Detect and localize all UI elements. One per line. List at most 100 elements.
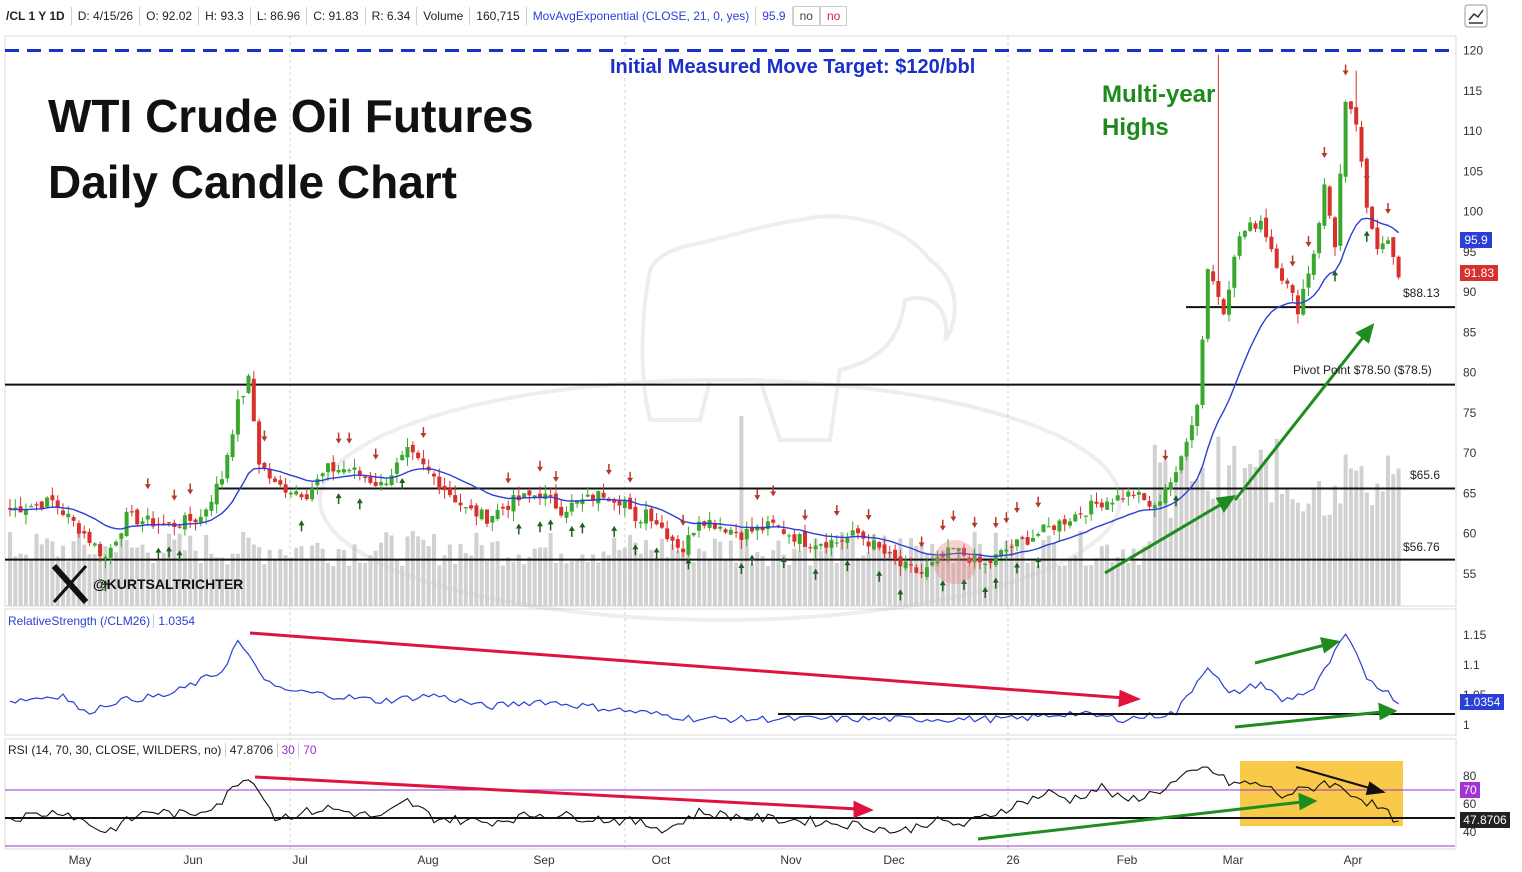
- candle-body: [803, 531, 807, 547]
- volume-bar: [76, 532, 81, 606]
- symbol-label[interactable]: /CL 1 Y 1D: [0, 7, 72, 25]
- candle: [681, 540, 686, 558]
- volume-bar: [188, 535, 193, 606]
- candle-body: [1147, 500, 1152, 507]
- candle-body: [1311, 253, 1316, 275]
- price-tick-label: 100: [1463, 205, 1483, 219]
- ema-price-tag: 95.9: [1460, 232, 1492, 248]
- study-toggle-a[interactable]: no: [792, 6, 820, 26]
- volume-bar: [803, 546, 807, 606]
- candle-body: [1364, 158, 1369, 208]
- rsi-param-30: 30: [276, 743, 295, 757]
- volume-bar: [564, 563, 569, 606]
- candle-body: [82, 531, 87, 534]
- candle: [1015, 539, 1019, 552]
- volume-bar: [1126, 562, 1131, 606]
- candle-body: [914, 567, 919, 573]
- volume-bar: [1375, 483, 1380, 606]
- candle-body: [400, 454, 405, 461]
- candle-body: [834, 542, 839, 544]
- volume-bar: [1062, 565, 1067, 606]
- candle: [1115, 487, 1120, 502]
- date-label: D: 4/15/26: [72, 7, 141, 25]
- volume-bar: [601, 551, 606, 606]
- candle-body: [909, 564, 913, 566]
- volume-bar: [1105, 544, 1110, 606]
- candle-body: [76, 523, 81, 534]
- volume-bar: [1200, 467, 1205, 606]
- volume-bar: [1333, 485, 1337, 606]
- price-tick-label: 55: [1463, 567, 1477, 581]
- rs-panel-title[interactable]: RelativeStrength (/CLM26) 1.0354: [8, 614, 196, 628]
- study-toggle-b[interactable]: no: [819, 6, 848, 26]
- candle: [1062, 514, 1067, 532]
- candle-body: [273, 478, 277, 482]
- buy-arrow-head: [166, 546, 172, 552]
- candle-body: [193, 519, 198, 523]
- candle-body: [633, 506, 638, 522]
- candle-body: [167, 522, 171, 524]
- candle: [50, 487, 55, 508]
- volume-bar: [124, 539, 129, 606]
- candle: [988, 559, 993, 569]
- candle: [665, 520, 670, 542]
- candle: [845, 532, 850, 549]
- volume-bar: [675, 550, 680, 606]
- candle: [1195, 403, 1200, 436]
- candle-body: [39, 501, 44, 509]
- ema-study-label[interactable]: MovAvgExponential (CLOSE, 21, 0, yes): [527, 7, 757, 25]
- candle: [129, 505, 134, 517]
- volume-bar: [288, 557, 293, 606]
- candle: [151, 511, 156, 530]
- volume-bar: [516, 554, 521, 606]
- candle-body: [1152, 505, 1157, 509]
- candle-body: [771, 519, 776, 523]
- price-candles[interactable]: [8, 54, 1401, 580]
- volume-bar: [734, 562, 739, 606]
- volume-bar: [463, 553, 468, 606]
- candle-body: [787, 535, 792, 537]
- candle-body: [781, 529, 786, 534]
- candle: [670, 534, 675, 550]
- volume-bar: [1364, 492, 1369, 606]
- expand-chart-icon[interactable]: [1464, 4, 1488, 28]
- candle-body: [522, 493, 527, 499]
- candle-body: [951, 547, 956, 550]
- volume-bar: [151, 562, 156, 606]
- candle-body: [1306, 273, 1311, 288]
- candle: [771, 515, 776, 528]
- candle-body: [712, 522, 717, 529]
- volume-bar: [39, 544, 44, 606]
- candle: [1083, 515, 1088, 525]
- candle-body: [638, 522, 643, 524]
- volume-bar: [379, 542, 383, 606]
- candle: [479, 507, 484, 521]
- buy-arrow-head: [1035, 557, 1042, 563]
- candle-body: [1290, 285, 1295, 293]
- volume-bar: [1280, 493, 1284, 606]
- candle-body: [591, 494, 595, 501]
- candle: [421, 450, 426, 471]
- highs-annotation-line2: Highs: [1102, 114, 1169, 141]
- candle: [485, 509, 489, 528]
- candle: [469, 499, 474, 511]
- volume-bar: [331, 565, 336, 606]
- volume-bar: [119, 537, 124, 606]
- volume-bar: [1348, 468, 1353, 606]
- candle-body: [845, 537, 850, 543]
- candle-body: [898, 556, 903, 567]
- candle-body: [331, 462, 336, 472]
- candle: [675, 535, 680, 553]
- buy-arrow-head: [515, 523, 522, 529]
- volume-bar: [283, 555, 288, 606]
- candle-body: [479, 509, 484, 520]
- candle-body: [288, 492, 293, 495]
- candle-body: [866, 541, 871, 547]
- volume-bar: [235, 553, 240, 606]
- rsi-panel-title[interactable]: RSI (14, 70, 30, CLOSE, WILDERS, no) 47.…: [8, 743, 317, 757]
- candle-body: [124, 511, 129, 537]
- price-tick-label: 80: [1463, 366, 1477, 380]
- volume-bar: [612, 537, 617, 606]
- volume-bar: [628, 534, 633, 606]
